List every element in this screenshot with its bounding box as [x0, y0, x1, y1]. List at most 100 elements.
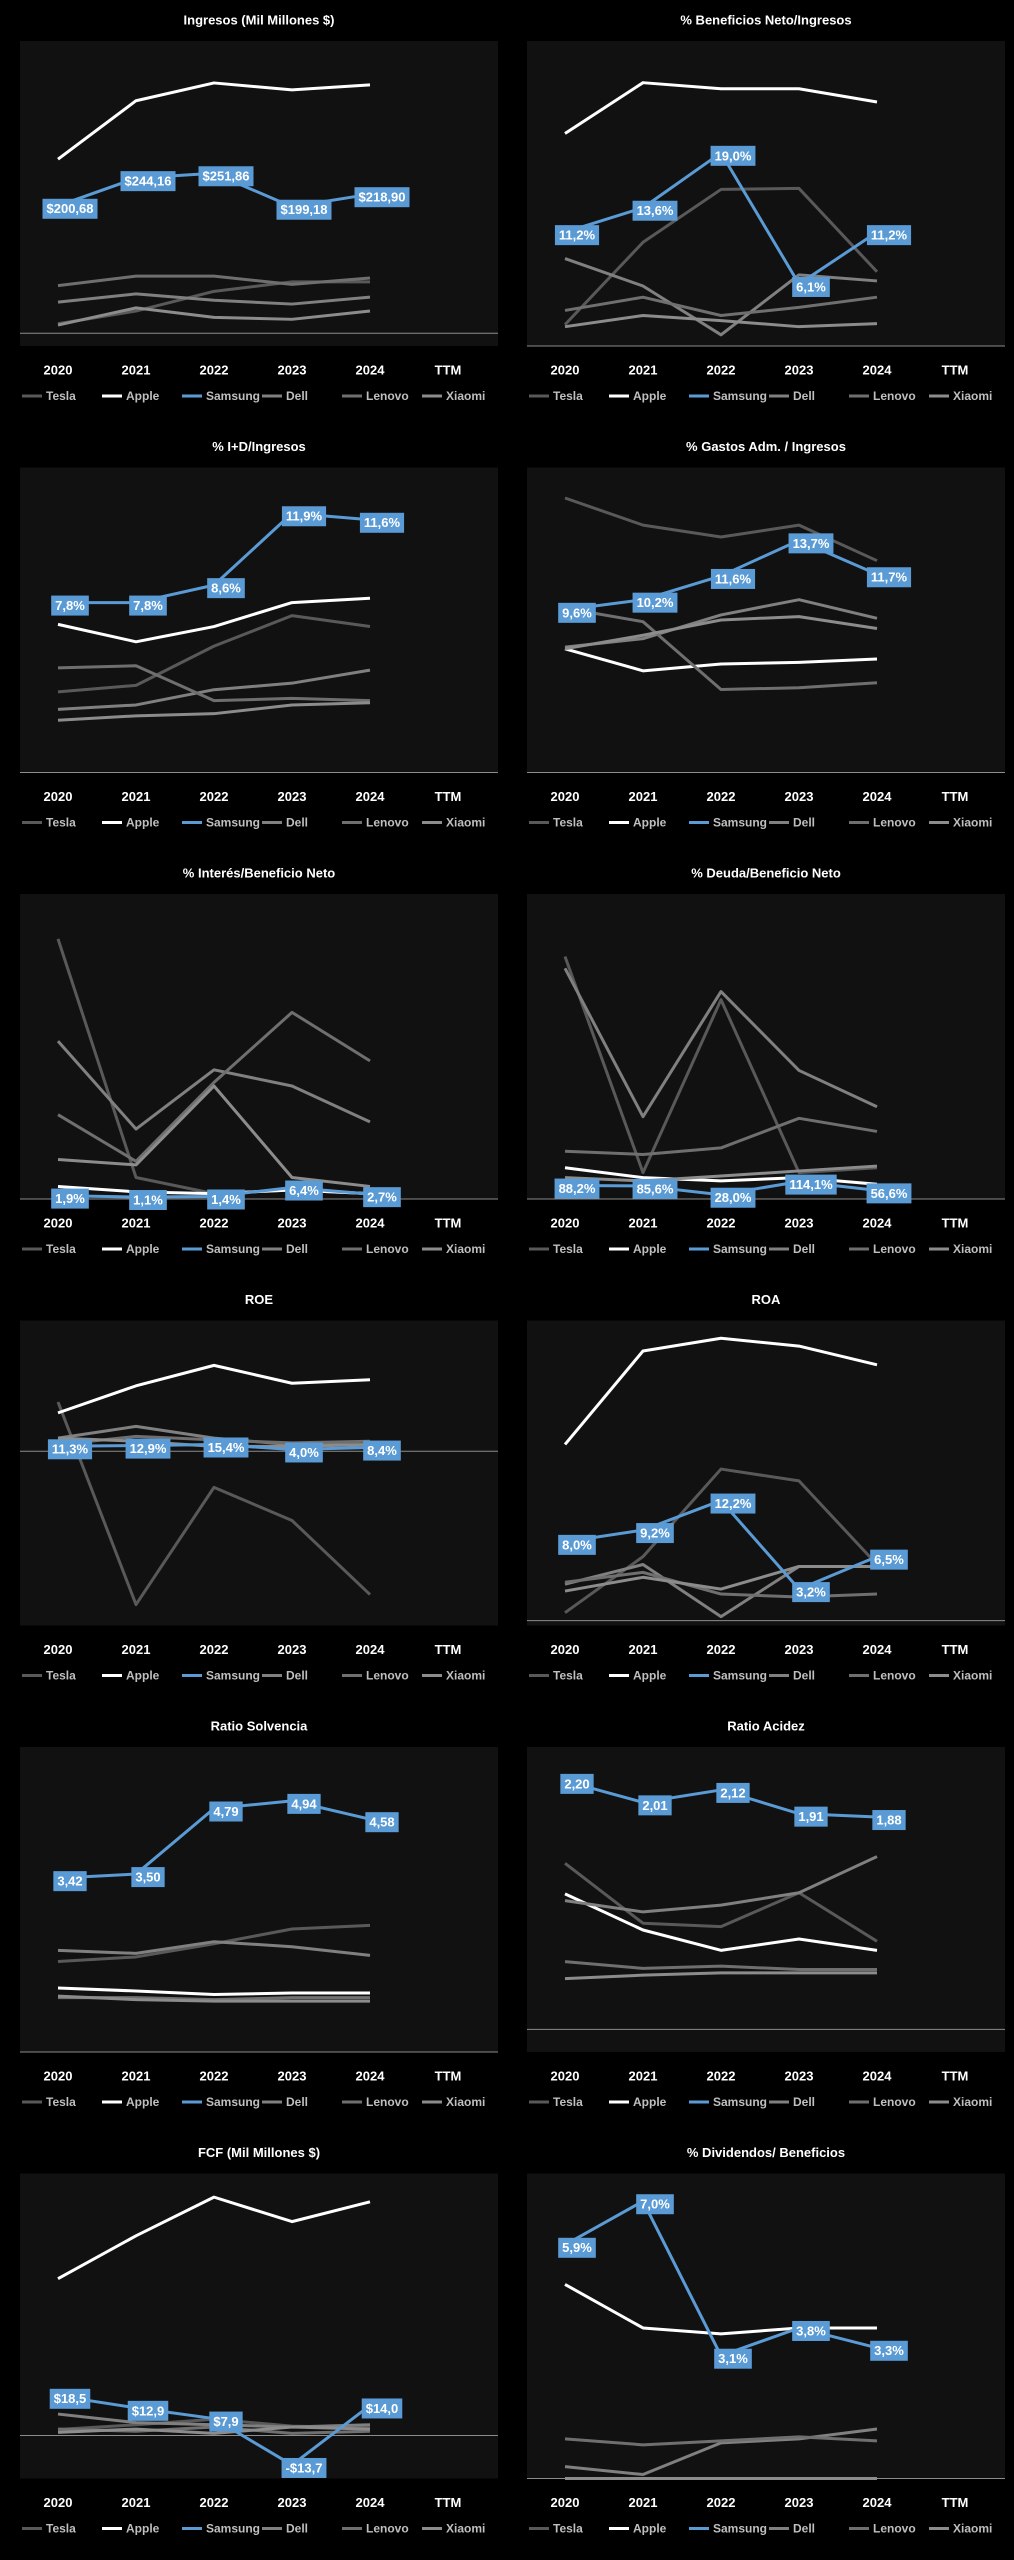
- label-box: [716, 1782, 750, 1803]
- chart-title: FCF (Mil Millones $): [198, 2145, 320, 2160]
- data-label: 9,6%: [562, 605, 592, 620]
- label-box: [638, 1795, 672, 1816]
- series-line: [564, 1960, 877, 1972]
- data-label: $12,9: [132, 2403, 165, 2418]
- series-line: [564, 1564, 877, 1593]
- plot-area: [20, 2173, 498, 2479]
- x-tick-label: 2021: [629, 2068, 658, 2083]
- label-box: [792, 1582, 830, 1603]
- legend-label: Tesla: [46, 1242, 76, 1256]
- legend-label: Xiaomi: [953, 1242, 992, 1256]
- x-tick-label: TTM: [942, 1215, 969, 1230]
- label-box: [792, 276, 830, 297]
- legend-label: Lenovo: [873, 2095, 916, 2109]
- legend-label: Samsung: [713, 1242, 767, 1256]
- label-box: [47, 1439, 93, 1460]
- data-label: $18,5: [54, 2391, 87, 2406]
- data-label: 2,01: [642, 1798, 667, 1813]
- label-box: [714, 2348, 752, 2369]
- label-box: [710, 145, 756, 166]
- series-line: [563, 967, 878, 1119]
- x-tick-label: 2022: [707, 2068, 736, 2083]
- data-label: 3,50: [135, 1870, 160, 1885]
- legend-label: Tesla: [553, 389, 583, 403]
- data-label: 11,6%: [715, 571, 752, 586]
- series-line: [564, 314, 878, 329]
- data-label: $199,18: [281, 202, 328, 217]
- x-tick-label: TTM: [435, 789, 462, 804]
- legend-label: Dell: [793, 389, 815, 403]
- data-label: 7,8%: [133, 598, 163, 613]
- x-tick-label: 2024: [863, 362, 893, 377]
- x-tick-label: 2020: [551, 2068, 580, 2083]
- x-tick-label: 2024: [356, 362, 386, 377]
- x-tick-label: 2020: [551, 1215, 580, 1230]
- legend-label: Samsung: [206, 816, 260, 830]
- label-box: [127, 2400, 169, 2421]
- legend-label: Xiaomi: [446, 2095, 485, 2109]
- plot-area: [527, 41, 1005, 346]
- legend-label: Samsung: [206, 2095, 260, 2109]
- legend-label: Xiaomi: [446, 1669, 485, 1683]
- data-label: 11,6%: [364, 515, 401, 530]
- data-label: $14,0: [366, 2401, 399, 2416]
- series-line: [564, 1116, 878, 1156]
- legend-label: Samsung: [713, 2522, 767, 2536]
- legend-label: Dell: [286, 2095, 308, 2109]
- label-box: [209, 2411, 243, 2432]
- legend-label: Xiaomi: [953, 816, 992, 830]
- legend-label: Apple: [126, 389, 160, 403]
- x-tick-label: 2020: [44, 2495, 73, 2510]
- legend-label: Samsung: [206, 1669, 260, 1683]
- legend-label: Xiaomi: [953, 1669, 992, 1683]
- x-tick-label: 2021: [629, 1642, 658, 1657]
- label-box: [365, 1812, 399, 1833]
- data-label: 114,1%: [789, 1177, 833, 1192]
- label-box: [53, 1871, 87, 1892]
- data-label: 6,4%: [289, 1183, 319, 1198]
- data-label: 2,12: [720, 1785, 745, 1800]
- legend-label: Samsung: [206, 1242, 260, 1256]
- label-box: [207, 1189, 245, 1210]
- x-tick-label: TTM: [435, 2068, 462, 2083]
- legend-label: Dell: [793, 1669, 815, 1683]
- chart-title: % Beneficios Neto/Ingresos: [680, 12, 851, 27]
- label-box: [558, 602, 596, 623]
- legend-label: Dell: [793, 2095, 815, 2109]
- x-tick-label: 2024: [356, 1215, 386, 1230]
- label-box: [125, 1438, 171, 1459]
- legend-label: Apple: [633, 816, 667, 830]
- x-tick-label: 2022: [707, 789, 736, 804]
- legend-label: Xiaomi: [953, 2095, 992, 2109]
- label-box: [866, 1183, 912, 1204]
- label-box: [632, 592, 678, 613]
- plot-area: [20, 1747, 498, 2052]
- label-box: [198, 166, 254, 187]
- series-line: [57, 1940, 371, 1957]
- x-tick-label: 2021: [122, 789, 151, 804]
- label-box: [51, 595, 89, 616]
- data-label: 4,0%: [289, 1445, 319, 1460]
- x-tick-label: 2024: [863, 2068, 893, 2083]
- legend-label: Dell: [286, 2522, 308, 2536]
- series-line: [57, 1010, 371, 1163]
- legend-label: Apple: [126, 816, 160, 830]
- label-box: [281, 2457, 327, 2478]
- data-label: 2,20: [564, 1776, 589, 1791]
- legend-label: Apple: [126, 1669, 160, 1683]
- series-line: [57, 1986, 370, 1997]
- label-box: [120, 171, 176, 192]
- x-tick-label: 2022: [200, 362, 229, 377]
- legend-label: Apple: [633, 2522, 667, 2536]
- data-label: 56,6%: [871, 1186, 908, 1201]
- label-box: [636, 2194, 674, 2215]
- data-label: 19,0%: [715, 148, 752, 163]
- x-tick-label: 2021: [122, 1215, 151, 1230]
- x-tick-label: 2021: [122, 2068, 151, 2083]
- chart-title: % Dividendos/ Beneficios: [687, 2145, 845, 2160]
- label-box: [207, 578, 245, 599]
- x-tick-label: 2022: [200, 789, 229, 804]
- series-line: [57, 1994, 370, 2003]
- x-tick-label: TTM: [435, 1215, 462, 1230]
